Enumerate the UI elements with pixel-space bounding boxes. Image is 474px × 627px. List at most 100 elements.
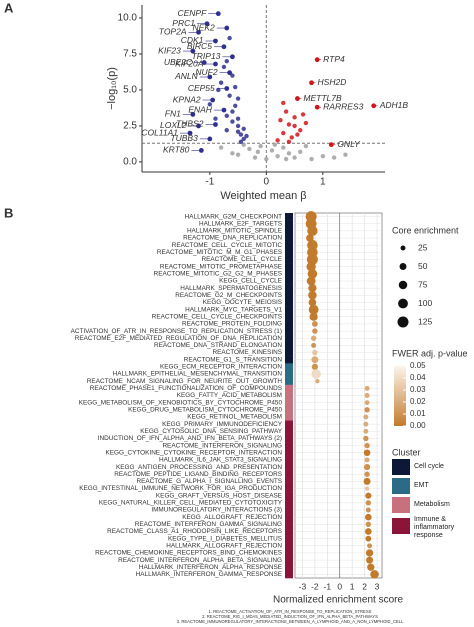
cluster-strip — [285, 563, 293, 572]
point — [224, 58, 229, 64]
dot — [312, 328, 318, 334]
point — [238, 139, 244, 144]
point — [258, 143, 263, 149]
row-label: REACTOME_DNA_STRAND_ELONGATION — [154, 342, 282, 349]
gene-label: KIF23 — [158, 45, 181, 55]
dot — [365, 549, 374, 557]
x-tick-label: 2 — [362, 581, 367, 591]
cluster-strip — [285, 348, 293, 357]
point — [286, 151, 292, 156]
point — [224, 128, 229, 133]
point — [343, 152, 348, 157]
dot — [315, 378, 320, 384]
x-tick-label: 1 — [320, 177, 326, 188]
legend-dot — [397, 316, 409, 328]
colorbar-label: 0.05 — [410, 361, 426, 370]
point — [235, 152, 241, 157]
row-label: INDUCTION_OF_IFN_ALPHA_AND_IFN_BETA_PATH… — [98, 435, 282, 442]
dot — [365, 528, 372, 535]
dot — [365, 513, 372, 521]
point — [303, 120, 309, 126]
legend-label: 50 — [418, 261, 428, 271]
cluster-strip — [285, 492, 293, 500]
row-label: KEGG_INTESTINAL_IMMUNE_NETWORK_FOR_IGA_P… — [79, 485, 282, 492]
point — [275, 153, 280, 159]
row-label: HALLMARK_G2M_CHECKPOINT — [185, 213, 282, 220]
point — [269, 148, 275, 153]
row-label: REACTOME_INTERFERON_SIGNALING — [162, 442, 282, 449]
cluster-strip — [285, 341, 293, 350]
cluster-strip — [285, 542, 293, 550]
gene-label: LOXL2 — [160, 120, 187, 130]
row-label: HALLMARK_IL6_JAK_STAT3_SIGNALING — [159, 457, 282, 464]
legend-label: Immune & inflammatory response — [414, 516, 455, 539]
row-label: HALLMARK_EPITHELIAL_MESENCHYMAL_TRANSITI… — [113, 371, 283, 378]
dot — [363, 428, 369, 434]
point — [286, 122, 292, 127]
gene-label: CEP55 — [188, 83, 215, 93]
dot — [364, 471, 370, 477]
point — [230, 119, 235, 124]
cluster-strip — [285, 549, 293, 557]
row-label: KEGG_DRUG_METABOLISM_CYTOCHROME_P450 — [128, 407, 282, 414]
row-label: KEGG_ANTIGEN_PROCESSING_AND_PRESENTATION — [116, 464, 282, 471]
legend-title: Cluster — [392, 447, 421, 457]
dot — [311, 363, 318, 370]
dot — [309, 312, 318, 321]
gene-label: TUBB3 — [170, 133, 198, 143]
row-label: REACTOME_G1_S_TRANSITION — [184, 356, 283, 363]
point — [230, 109, 235, 114]
x-axis-label: Normalized enrichment score — [273, 595, 403, 606]
row-label: KEGG_GRAFT_VERSUS_HOST_DISEASE — [156, 492, 282, 499]
gene-label: PRC1 — [172, 18, 195, 28]
point — [331, 155, 337, 160]
dot — [307, 269, 318, 279]
row-label: REACTOME_CHEMOKINE_RECEPTORS_BIND_CHEMOK… — [95, 550, 282, 557]
point — [227, 93, 232, 98]
panel-label: A — [4, 0, 14, 15]
point — [281, 100, 286, 106]
point — [224, 113, 229, 119]
row-label: REACTOME_CELL_CYCLE — [201, 256, 282, 263]
gene-label: METTL7B — [303, 93, 342, 103]
cluster-strip — [285, 413, 293, 421]
dot — [363, 414, 369, 420]
dot — [306, 262, 316, 272]
cluster-strip — [285, 556, 293, 564]
cluster-strip — [285, 463, 293, 471]
y-tick-label: 2.5 — [123, 121, 137, 132]
point — [295, 132, 300, 137]
dot — [364, 385, 370, 391]
dot — [365, 535, 372, 542]
cluster-strip — [285, 220, 293, 228]
point — [300, 112, 306, 117]
labeled-point — [190, 48, 196, 54]
row-label: REACTOME_MITOTIC_M_M_G1_PHASES — [157, 249, 282, 256]
row-label: KEGG_FATTY_ACID_METABOLISM — [177, 392, 282, 399]
row-label: HALLMARK_MITOTIC_SPINDLE — [187, 228, 282, 235]
labeled-point — [215, 11, 221, 17]
point — [292, 155, 297, 160]
row-label: REACTOME_G_ALPHA_I_SIGNALLING_EVENTS — [137, 478, 283, 485]
cluster-strip — [285, 449, 293, 457]
gene-label: ADH1B — [379, 100, 409, 110]
legend-label: Cell cycle — [414, 463, 444, 470]
cluster-strip — [285, 535, 293, 543]
gene-label: ENAH — [188, 104, 212, 114]
x-tick-label: -2 — [311, 581, 319, 591]
row-label: KEGG_PRIMARY_IMMUNODEFICIENCY — [162, 421, 283, 428]
point — [235, 129, 241, 134]
point — [283, 109, 289, 114]
dot — [364, 457, 370, 463]
row-label: KEGG_ECM_RECEPTOR_INTERACTION — [160, 364, 282, 371]
cluster-strip — [285, 334, 293, 343]
row-label: REACTOME_INTERFERON_ALPHA_BETA_SIGNALING — [118, 557, 282, 564]
row-label: REACTOME_CELL_CYCLE_MITOTIC — [172, 242, 283, 249]
cluster-strip — [285, 470, 293, 479]
cluster-strip — [285, 391, 293, 400]
dot — [311, 321, 318, 327]
point — [241, 126, 246, 132]
point — [272, 142, 278, 147]
dot — [363, 435, 369, 442]
point — [309, 156, 314, 162]
